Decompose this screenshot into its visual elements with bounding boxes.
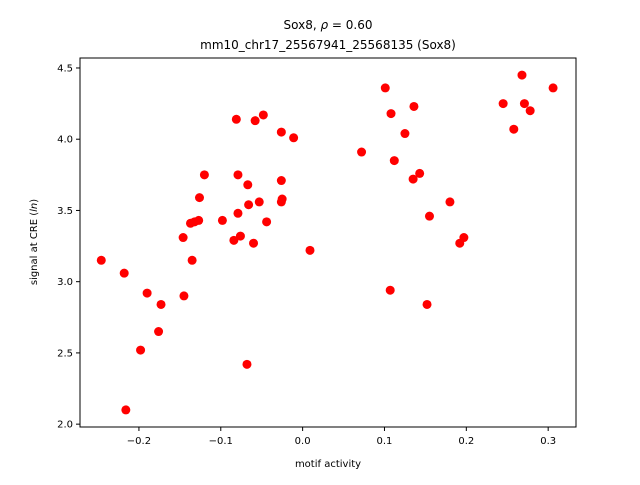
data-point [415, 168, 425, 178]
data-point [179, 291, 189, 301]
y-tick-label: 4.5 [57, 63, 73, 74]
x-tick-label: 0.2 [458, 436, 474, 447]
data-point [525, 106, 535, 116]
data-point [422, 299, 432, 309]
data-point [509, 124, 519, 134]
data-point [194, 193, 204, 203]
data-point [262, 217, 272, 227]
data-point [233, 208, 243, 218]
data-point [276, 127, 286, 137]
y-axis-label: signal at CRE (ln) [29, 199, 40, 285]
x-tick-label: 0.1 [377, 436, 393, 447]
data-point [305, 245, 315, 255]
data-point [277, 194, 287, 204]
data-point [235, 231, 245, 241]
x-tick-label: 0.3 [540, 436, 556, 447]
axes-frame [79, 57, 577, 428]
y-tick-label: 4.0 [57, 135, 73, 146]
data-point [119, 268, 129, 278]
data-point [459, 233, 469, 243]
data-point [400, 129, 410, 139]
data-point [424, 211, 434, 221]
data-point [258, 110, 268, 120]
data-point [243, 180, 253, 190]
data-point [121, 405, 131, 415]
data-point [517, 70, 527, 80]
data-point [276, 176, 286, 186]
data-point [217, 215, 227, 225]
data-point [231, 114, 241, 124]
data-point [386, 109, 396, 119]
data-point [445, 197, 455, 207]
data-point [548, 83, 558, 93]
data-point [385, 285, 395, 295]
x-tick-label: −0.1 [209, 436, 233, 447]
data-point [409, 101, 419, 111]
x-axis-label: motif activity [295, 459, 361, 470]
chart-title-line-2: mm10_chr17_25567941_25568135 (Sox8) [200, 38, 456, 52]
y-tick-label: 2.5 [57, 348, 73, 359]
y-tick-label: 3.0 [57, 277, 73, 288]
data-point [249, 238, 259, 248]
data-point [244, 200, 254, 210]
data-point [96, 255, 106, 265]
data-point [154, 327, 164, 337]
x-axis-ticks: −0.2 −0.1 0.0 0.1 0.2 0.3 [127, 427, 556, 447]
chart-title-line-1: Sox8, ρ = 0.60 [284, 18, 373, 32]
data-point [142, 288, 152, 298]
y-tick-label: 2.0 [57, 420, 73, 431]
data-point [380, 83, 390, 93]
data-point [250, 116, 260, 126]
data-point [233, 170, 243, 180]
x-tick-label: −0.2 [127, 436, 151, 447]
data-point [136, 345, 146, 355]
y-axis-ticks: 2.0 2.5 3.0 3.5 4.0 4.5 [57, 63, 80, 431]
y-tick-label: 3.5 [57, 206, 73, 217]
data-point [498, 99, 508, 109]
data-point [357, 147, 367, 157]
data-point [229, 235, 239, 245]
data-point [187, 255, 197, 265]
data-point [389, 156, 399, 166]
data-point [408, 174, 418, 184]
data-point [194, 215, 204, 225]
data-point [156, 299, 166, 309]
data-point [242, 359, 252, 369]
data-points [96, 70, 558, 415]
data-point [199, 170, 209, 180]
data-point [178, 233, 188, 243]
data-point [289, 133, 299, 143]
data-point [254, 197, 264, 207]
x-tick-label: 0.0 [295, 436, 311, 447]
data-point [519, 99, 529, 109]
